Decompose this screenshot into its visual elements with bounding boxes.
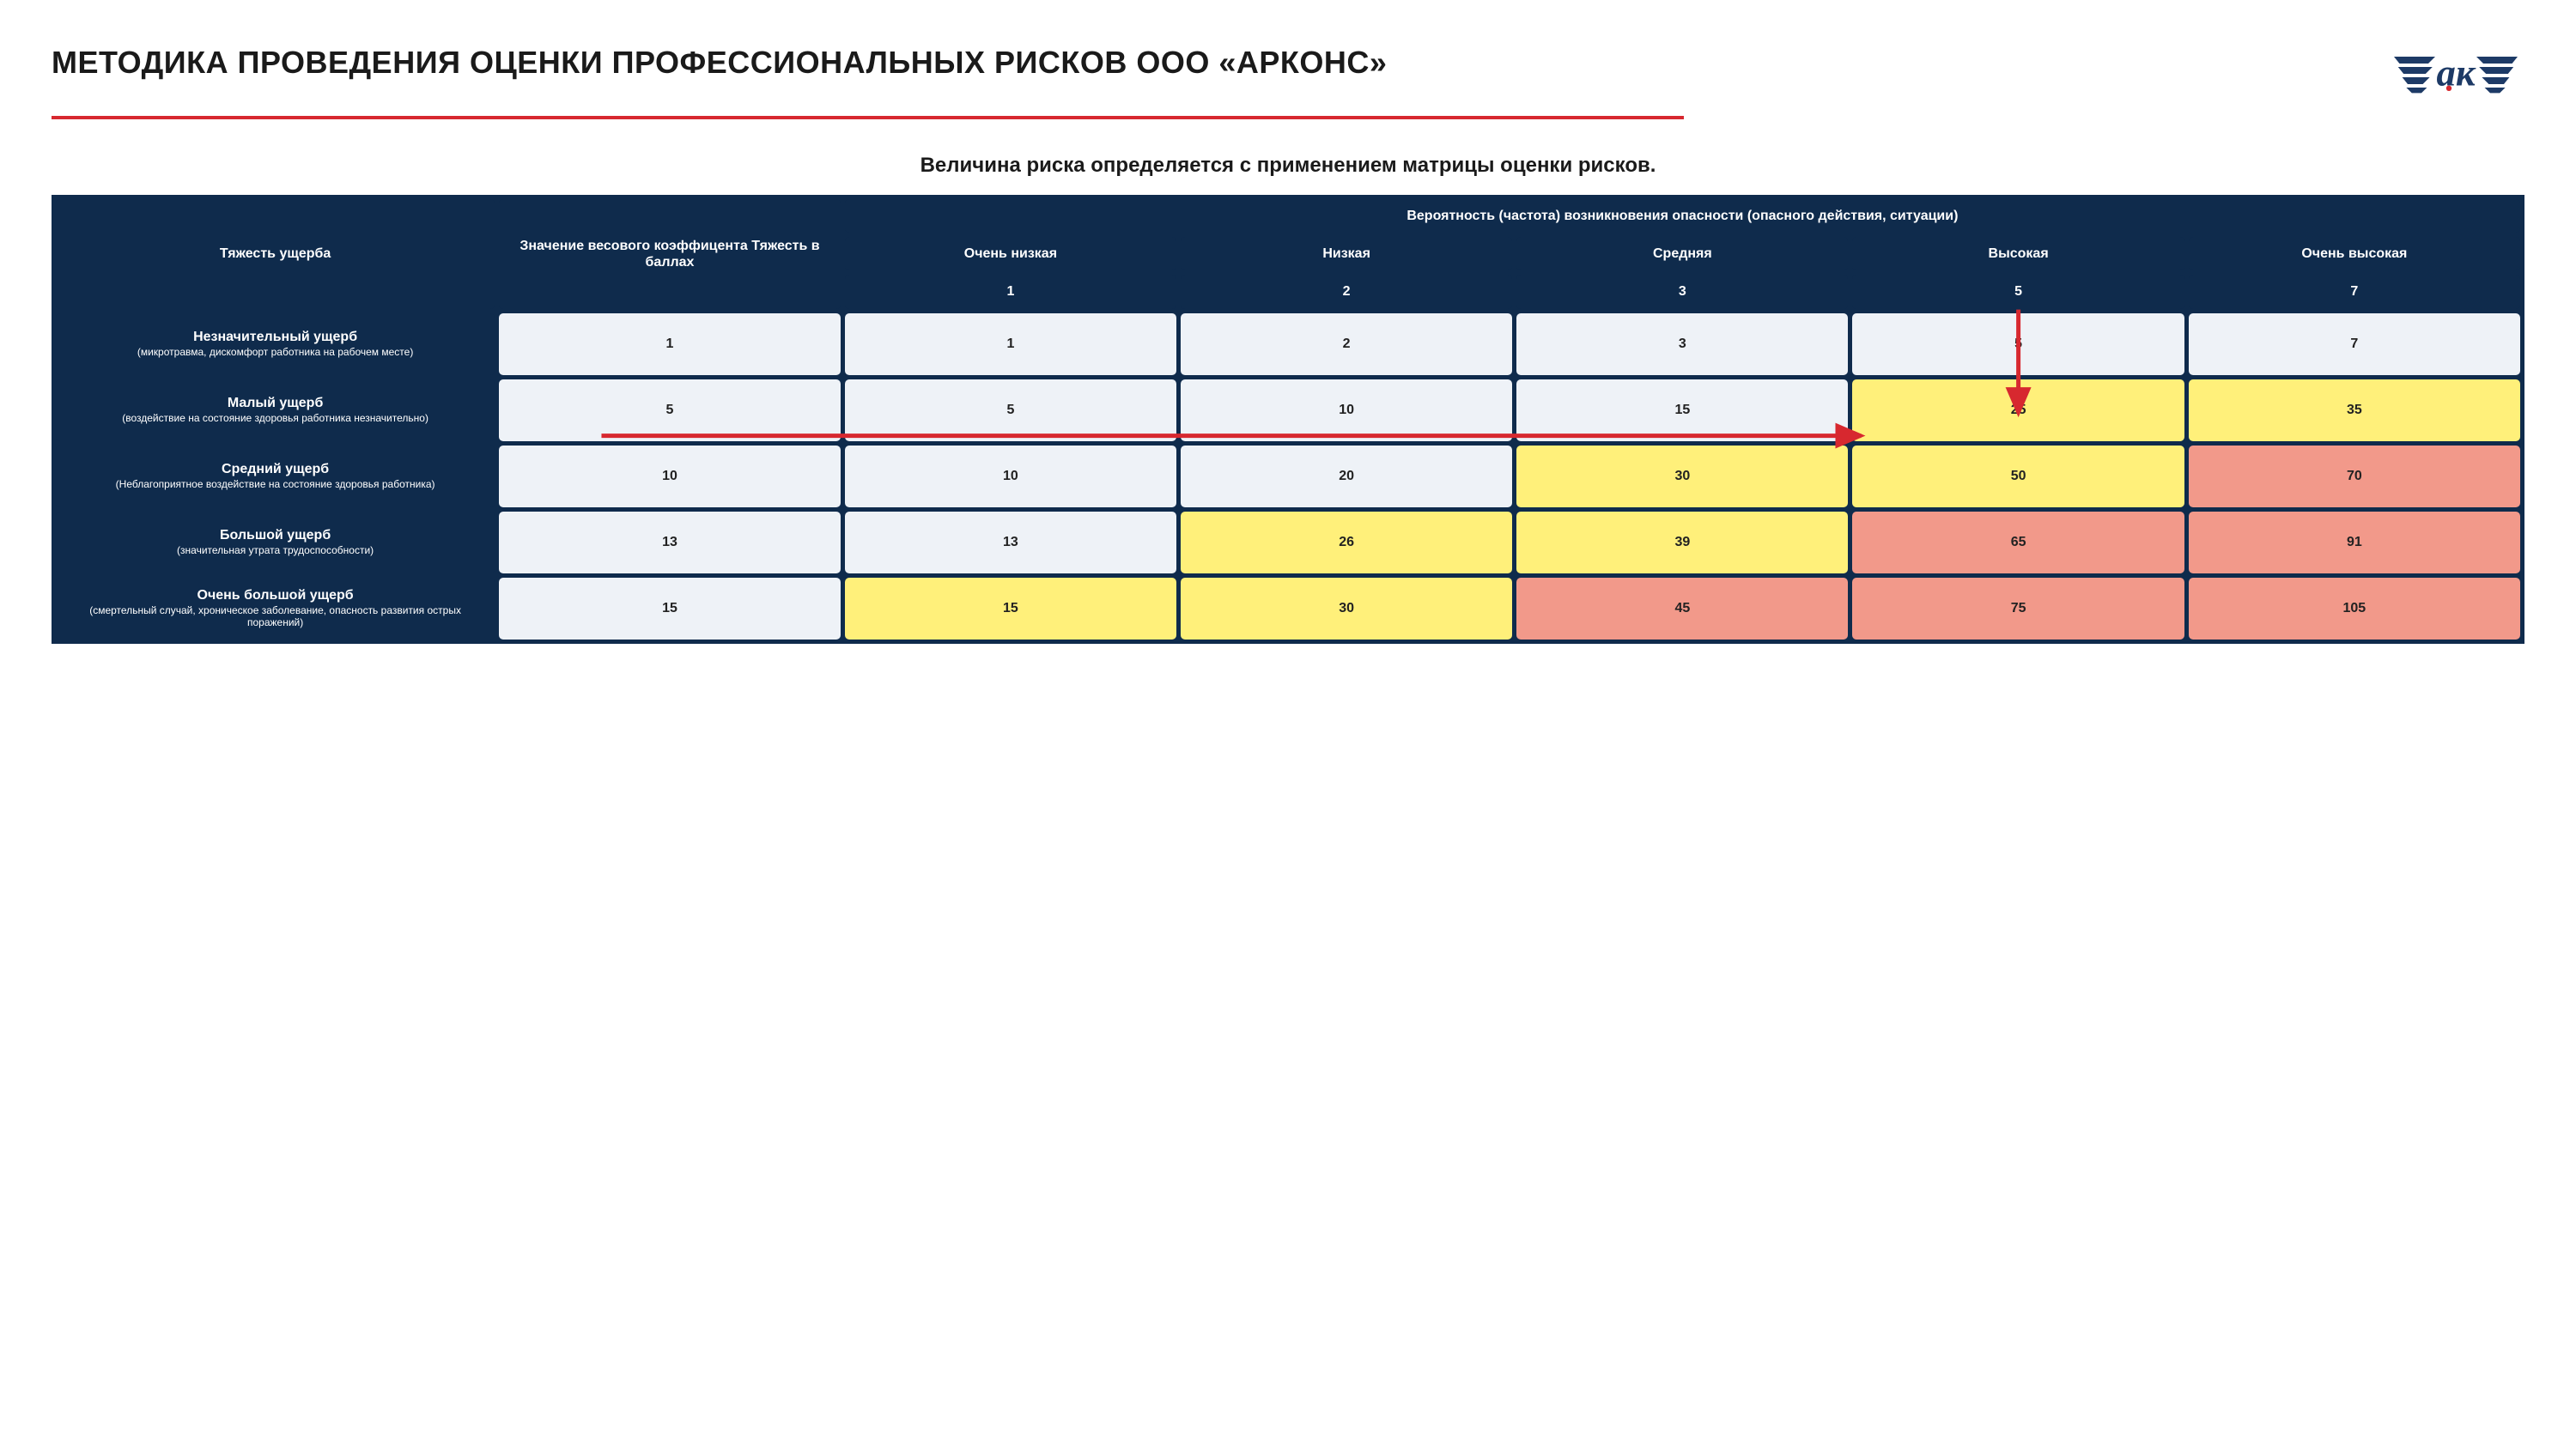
matrix-cell: 45 (1516, 578, 1848, 640)
matrix-cell: 10 (845, 446, 1176, 507)
matrix-cell: 65 (1852, 512, 2184, 573)
risk-matrix-table: Тяжесть ущерба Значение весового коэффиц… (52, 195, 2524, 644)
table-row: Малый ущерб(воздействие на состояние здо… (56, 379, 2520, 441)
matrix-cell: 75 (1852, 578, 2184, 640)
matrix-cell: 2 (1181, 313, 1512, 375)
prob-value: 7 (2189, 275, 2520, 308)
row-header: Очень большой ущерб(смертельный случай, … (56, 578, 495, 640)
prob-label: Высокая (1852, 237, 2184, 270)
row-header: Большой ущерб(значительная утрата трудос… (56, 512, 495, 573)
matrix-cell: 5 (845, 379, 1176, 441)
matrix-cell: 50 (1852, 446, 2184, 507)
col-header-probability-group: Вероятность (частота) возникновения опас… (845, 199, 2520, 233)
matrix-cell: 26 (1181, 512, 1512, 573)
table-row: Средний ущерб(Неблагоприятное воздействи… (56, 446, 2520, 507)
col-header-weight: Значение весового коэффицента Тяжесть в … (499, 199, 841, 309)
prob-value: 1 (845, 275, 1176, 308)
matrix-cell: 25 (1852, 379, 2184, 441)
matrix-cell: 15 (845, 578, 1176, 640)
weight-cell: 13 (499, 512, 841, 573)
row-header: Незначительный ущерб(микротравма, диском… (56, 313, 495, 375)
prob-label: Очень высокая (2189, 237, 2520, 270)
prob-label: Средняя (1516, 237, 1848, 270)
logo: ак (2387, 43, 2524, 109)
matrix-cell: 91 (2189, 512, 2520, 573)
prob-value: 2 (1181, 275, 1512, 308)
matrix-cell: 35 (2189, 379, 2520, 441)
matrix-cell: 1 (845, 313, 1176, 375)
weight-cell: 10 (499, 446, 841, 507)
weight-cell: 1 (499, 313, 841, 375)
prob-label: Низкая (1181, 237, 1512, 270)
matrix-cell: 20 (1181, 446, 1512, 507)
weight-cell: 5 (499, 379, 841, 441)
matrix-cell: 39 (1516, 512, 1848, 573)
title-underline (52, 116, 1684, 119)
matrix-cell: 15 (1516, 379, 1848, 441)
table-row: Незначительный ущерб(микротравма, диском… (56, 313, 2520, 375)
page-title: МЕТОДИКА ПРОВЕДЕНИЯ ОЦЕНКИ ПРОФЕССИОНАЛЬ… (52, 43, 1387, 82)
prob-value: 5 (1852, 275, 2184, 308)
row-header: Средний ущерб(Неблагоприятное воздействи… (56, 446, 495, 507)
matrix-cell: 13 (845, 512, 1176, 573)
matrix-cell: 5 (1852, 313, 2184, 375)
matrix-cell: 30 (1181, 578, 1512, 640)
prob-value: 3 (1516, 275, 1848, 308)
matrix-cell: 30 (1516, 446, 1848, 507)
table-row: Очень большой ущерб(смертельный случай, … (56, 578, 2520, 640)
svg-text:ак: ак (2436, 52, 2476, 94)
risk-matrix-container: Тяжесть ущерба Значение весового коэффиц… (52, 195, 2524, 644)
prob-label: Очень низкая (845, 237, 1176, 270)
matrix-cell: 10 (1181, 379, 1512, 441)
table-row: Большой ущерб(значительная утрата трудос… (56, 512, 2520, 573)
matrix-cell: 7 (2189, 313, 2520, 375)
header: МЕТОДИКА ПРОВЕДЕНИЯ ОЦЕНКИ ПРОФЕССИОНАЛЬ… (52, 43, 2524, 109)
col-header-severity: Тяжесть ущерба (56, 199, 495, 309)
subtitle: Величина риска определяется с применение… (52, 154, 2524, 178)
row-header: Малый ущерб(воздействие на состояние здо… (56, 379, 495, 441)
matrix-cell: 70 (2189, 446, 2520, 507)
matrix-cell: 105 (2189, 578, 2520, 640)
matrix-cell: 3 (1516, 313, 1848, 375)
weight-cell: 15 (499, 578, 841, 640)
